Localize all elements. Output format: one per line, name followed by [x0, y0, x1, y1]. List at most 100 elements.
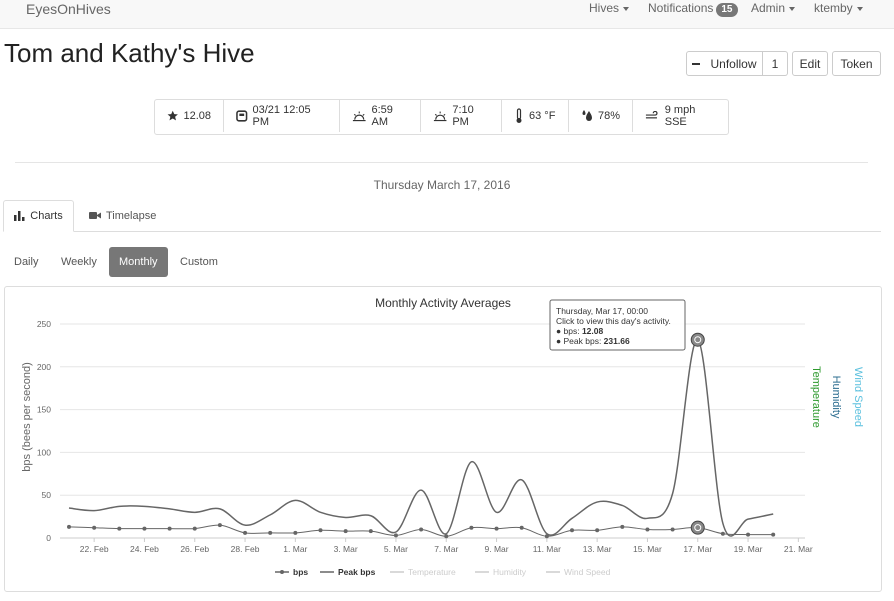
tooltip-bps-value: 12.08 — [582, 326, 604, 336]
bps-point — [243, 530, 248, 535]
device-icon — [236, 110, 248, 122]
admin-menu-label: Admin — [751, 1, 786, 15]
divider — [15, 162, 868, 163]
minus-icon — [692, 62, 701, 65]
thermometer-icon — [516, 108, 522, 123]
tab-timelapse[interactable]: Timelapse — [89, 200, 169, 231]
bps-point — [92, 525, 97, 530]
legend-item: Temperature — [408, 567, 456, 577]
highlight-ring — [694, 336, 702, 344]
sunset-value: 7:10 PM — [452, 104, 474, 128]
y-tick-labels: 0 50 100 150 200 250 — [37, 319, 51, 543]
right-axis-labels: Temperature Humidity Wind Speed — [810, 366, 864, 428]
video-camera-icon — [89, 212, 101, 219]
x-tick-label: 5. Mar — [384, 544, 408, 554]
bps-point — [771, 532, 776, 537]
peak-bps-highlight-point — [690, 332, 705, 347]
date-header: Thursday March 17, 2016 — [373, 178, 511, 192]
bps-point — [167, 526, 172, 531]
bps-point — [368, 529, 373, 534]
temperature-value: 63 °F — [529, 110, 556, 122]
rating-value: 12.08 — [183, 110, 211, 122]
range-custom[interactable]: Custom — [180, 256, 218, 268]
x-tick-labels: 22. Feb 24. Feb 26. Feb 28. Feb 1. Mar 3. Mar… — [80, 538, 813, 554]
sunset-stat: 7:10 PM — [421, 100, 502, 132]
highlight-ring — [694, 524, 702, 532]
legend-item: bps — [293, 567, 308, 577]
user-menu[interactable]: ktemby — [814, 1, 863, 15]
x-tick-label: 15. Mar — [633, 544, 662, 554]
chart-title: Monthly Activity Averages — [375, 296, 511, 310]
x-tick-label: 17. Mar — [683, 544, 712, 554]
bps-point — [519, 525, 524, 530]
legend-marker — [280, 570, 284, 574]
right-axis-label-text: Humidity — [830, 376, 842, 419]
bps-point — [142, 526, 147, 531]
wind-stat: 9 mph SSE — [633, 100, 728, 132]
user-menu-label: ktemby — [814, 1, 853, 15]
bps-point — [67, 524, 71, 529]
notifications-badge: 15 — [716, 3, 738, 17]
tooltip-peak-label: Peak bps: — [564, 336, 604, 346]
view-tabs: Charts Timelapse — [3, 200, 881, 232]
bar-chart-icon — [14, 211, 25, 221]
series-lines — [68, 338, 774, 537]
range-daily[interactable]: Daily — [14, 256, 39, 268]
unfollow-button[interactable]: Unfollow — [686, 51, 763, 76]
bps-point — [746, 532, 751, 537]
notifications-menu[interactable]: Notifications 15 — [648, 1, 738, 17]
tab-timelapse-label: Timelapse — [106, 209, 157, 222]
temperature-stat: 63 °F — [502, 100, 569, 132]
admin-menu[interactable]: Admin — [751, 1, 796, 15]
edit-button[interactable]: Edit — [792, 51, 828, 76]
bps-point — [268, 530, 273, 535]
bps-point — [469, 525, 474, 530]
bps-point — [419, 527, 424, 532]
series-points — [67, 332, 776, 539]
star-icon — [167, 110, 178, 121]
tooltip-peak-value: 231.66 — [604, 336, 630, 346]
bps-point — [444, 534, 449, 539]
bps-point — [117, 526, 122, 531]
sunset-icon — [433, 111, 447, 121]
bps-point — [595, 528, 600, 533]
tooltip-peak: ● Peak bps: 231.66 — [556, 336, 630, 346]
hive-stats-bar: 12.08 03/21 12:05 PM 6:59 AM 7:10 PM 63 … — [154, 99, 729, 135]
follower-count-button[interactable]: 1 — [763, 51, 788, 76]
y-tick-label: 200 — [37, 362, 51, 372]
bps-point — [670, 527, 675, 532]
y-tick-label: 50 — [42, 490, 52, 500]
sunrise-icon — [352, 111, 366, 121]
last-update-value: 03/21 12:05 PM — [252, 104, 311, 128]
tooltip-hint: Click to view this day's activity. — [556, 316, 671, 326]
chevron-down-icon — [856, 6, 863, 11]
notifications-label: Notifications — [648, 1, 714, 15]
tab-charts[interactable]: Charts — [3, 200, 74, 232]
brand-logo[interactable]: EyesOnHives — [26, 1, 111, 17]
sunrise-value: 6:59 AM — [371, 104, 393, 128]
range-weekly[interactable]: Weekly — [61, 256, 97, 268]
bps-point — [343, 529, 348, 534]
activity-chart[interactable]: Monthly Activity Averages bps (bees per … — [5, 287, 881, 591]
x-tick-label: 1. Mar — [283, 544, 307, 554]
wind-icon — [645, 111, 658, 119]
y-tick-label: 0 — [46, 533, 51, 543]
right-axis-label: Wind Speed — [852, 367, 864, 427]
x-tick-label: 22. Feb — [80, 544, 109, 554]
bps-point — [217, 523, 222, 528]
token-button[interactable]: Token — [832, 51, 881, 76]
range-monthly[interactable]: Monthly — [109, 247, 168, 277]
y-tick-label: 100 — [37, 447, 51, 457]
tooltip-bps: ● bps: 12.08 — [556, 326, 603, 336]
bps-point — [720, 531, 725, 536]
right-axis-label-text: Wind Speed — [852, 367, 864, 427]
hives-menu[interactable]: Hives — [589, 1, 630, 15]
x-tick-label: 21. Mar — [784, 544, 813, 554]
water-drops-icon — [582, 110, 592, 121]
last-update-stat: 03/21 12:05 PM — [224, 100, 340, 132]
y-axis-label: bps (bees per second) — [21, 362, 33, 471]
wind-value: 9 mph SSE — [664, 104, 696, 128]
bps-point — [192, 526, 197, 531]
gridlines — [60, 323, 805, 539]
sunrise-stat: 6:59 AM — [340, 100, 421, 132]
